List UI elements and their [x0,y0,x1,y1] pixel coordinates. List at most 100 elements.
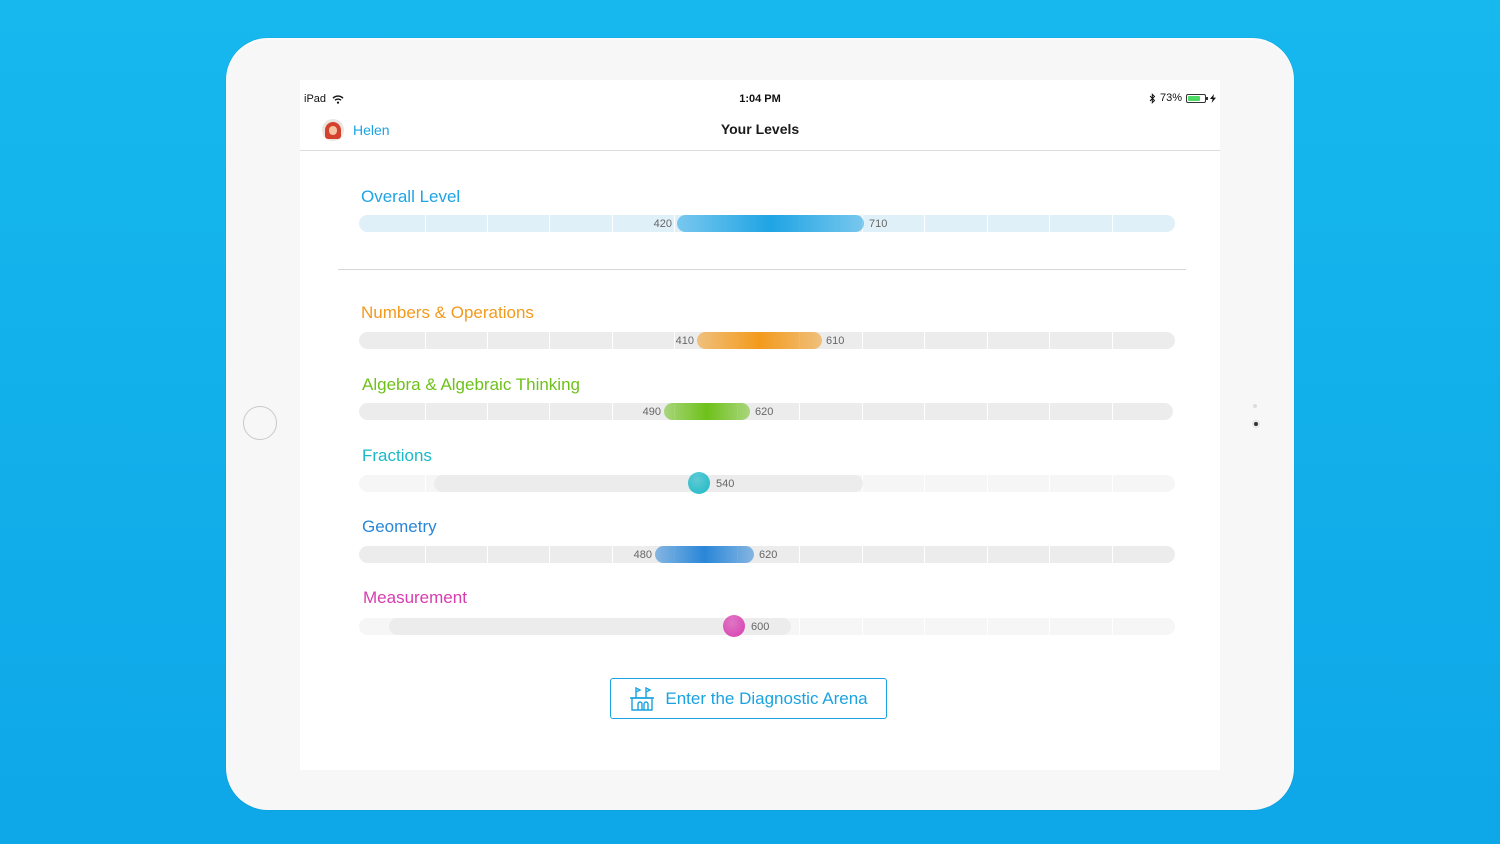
track-segment-divider [1112,546,1113,563]
bluetooth-icon [1149,92,1156,104]
track-segment-divider [549,403,550,420]
track-segment-divider [612,215,613,232]
charging-icon [1210,93,1216,103]
track-segment-divider [425,475,426,492]
track-segment-divider [924,403,925,420]
wifi-icon [332,94,344,104]
track-segment-divider [612,403,613,420]
sensor-dot [1253,404,1257,408]
track-segment-divider [862,546,863,563]
overall-level-range [677,215,864,232]
track-segment-divider [924,546,925,563]
algebra-label: Algebra & Algebraic Thinking [362,375,580,394]
home-button[interactable] [243,406,277,440]
track-segment-divider [862,618,863,635]
algebra-low: 490 [642,406,661,418]
battery-percent: 73% [1159,92,1182,104]
track-segment-divider [987,215,988,232]
numbers-operations-label: Numbers & Operations [361,303,534,322]
user-profile-button[interactable]: Helen [322,119,390,141]
measurement-label: Measurement [363,588,467,607]
fractions-value: 540 [716,478,735,490]
track-segment-divider [1049,215,1050,232]
user-name[interactable]: Helen [353,122,390,138]
measurement-track[interactable]: 600 [359,615,1175,637]
fractions-marker [688,472,710,494]
page-title: Your Levels [720,121,800,137]
track-segment-divider [674,332,675,349]
track-segment-divider [549,215,550,232]
track-segment-divider [1049,546,1050,563]
track-segment-divider [612,546,613,563]
algebra-range [664,403,750,420]
battery-icon [1186,93,1208,103]
track-segment-divider [612,332,613,349]
nav-bar: Helen Your Levels [300,116,1220,151]
track-segment-divider [425,403,426,420]
numbers-operations-track[interactable]: 410 610 [359,332,1175,349]
track-segment-divider [1112,618,1113,635]
track-segment-divider [987,618,988,635]
section-divider [338,269,1186,270]
track-segment-divider [425,332,426,349]
arena-button-label[interactable]: Enter the Diagnostic Arena [665,688,868,708]
track-segment-divider [1049,332,1050,349]
fractions-label: Fractions [362,446,432,465]
overall-level-track[interactable]: 420 710 [359,215,1175,232]
track-segment-divider [1112,475,1113,492]
track-segment-divider [487,332,488,349]
track-segment-divider [924,475,925,492]
track-segment-divider [1112,215,1113,232]
track-segment-divider [674,215,675,232]
track-segment-divider [924,215,925,232]
enter-diagnostic-arena-button[interactable]: Enter the Diagnostic Arena [610,678,887,719]
app-screen: iPad 1:04 PM 73% Helen Your Levels Ove [300,80,1220,770]
status-time: 1:04 PM [739,93,781,105]
fractions-track[interactable]: 540 [359,472,1175,494]
status-bar: iPad 1:04 PM 73% [300,80,1220,118]
track-segment-divider [987,475,988,492]
track-segment-divider [1049,475,1050,492]
track-segment-divider [862,332,863,349]
numbers-operations-range [697,332,822,349]
algebra-high: 620 [755,406,774,418]
track-segment-divider [799,403,800,420]
track-segment-divider [987,332,988,349]
track-segment-divider [1112,403,1113,420]
geometry-label: Geometry [362,517,437,536]
track-segment-divider [1049,618,1050,635]
track-segment-divider [425,546,426,563]
track-segment-divider [487,215,488,232]
track-segment-divider [987,403,988,420]
track-segment-divider [549,546,550,563]
fractions-range-band [434,475,863,492]
track-segment-divider [862,403,863,420]
avatar [322,119,344,141]
geometry-track[interactable]: 480 620 [359,546,1175,563]
track-segment-divider [987,546,988,563]
overall-level-high: 710 [869,218,888,230]
track-segment-divider [799,618,800,635]
algebra-track[interactable]: 490 620 [359,403,1173,420]
castle-icon [630,686,655,711]
overall-level-low: 420 [653,218,672,230]
measurement-range-band [389,618,791,635]
measurement-marker [723,615,745,637]
track-segment-divider [549,332,550,349]
track-segment-divider [799,546,800,563]
track-segment-divider [487,403,488,420]
geometry-low: 480 [633,549,652,561]
track-segment-divider [1049,403,1050,420]
track-segment-divider [425,215,426,232]
track-segment-divider [924,332,925,349]
track-segment-divider [1112,332,1113,349]
numbers-operations-high: 610 [826,335,845,347]
camera [1252,420,1260,428]
measurement-value: 600 [751,621,770,633]
track-segment-divider [924,618,925,635]
numbers-operations-low: 410 [675,335,694,347]
geometry-high: 620 [759,549,778,561]
track-segment-divider [487,546,488,563]
device-label: iPad [304,93,327,105]
geometry-range [655,546,754,563]
